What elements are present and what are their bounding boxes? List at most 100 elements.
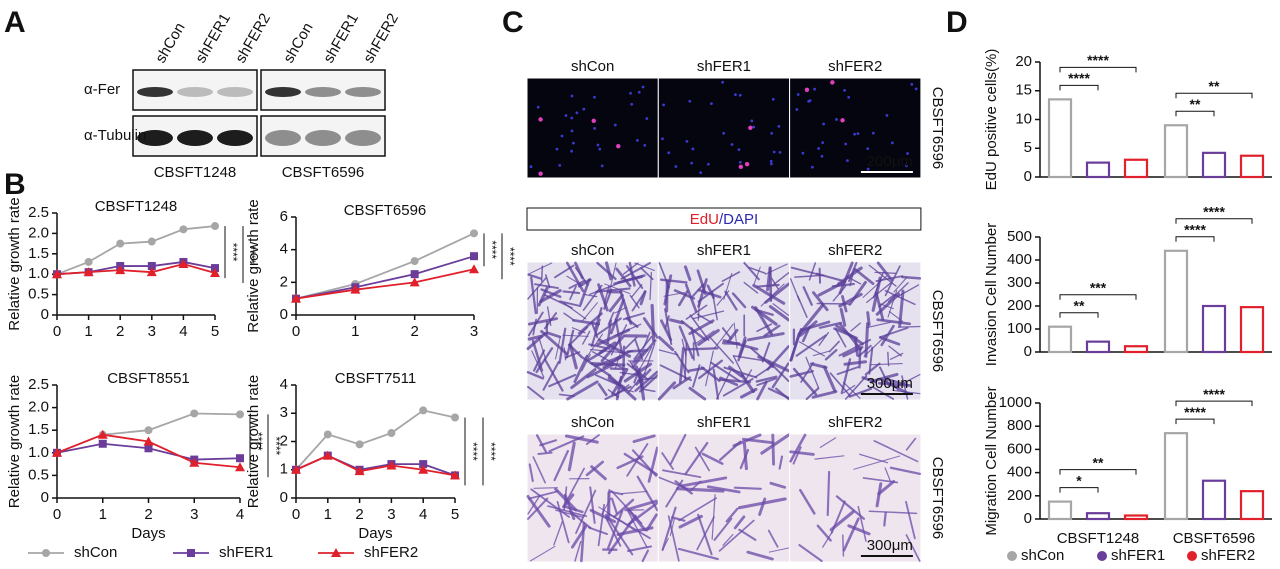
cell	[842, 534, 845, 557]
y-tick-label: 0	[280, 306, 288, 323]
cell	[609, 298, 625, 335]
cell	[638, 374, 659, 393]
stain-part: /DAPI	[719, 211, 758, 228]
cell	[854, 338, 859, 357]
band	[345, 87, 381, 97]
cell	[897, 325, 921, 328]
marker	[146, 267, 157, 277]
cell	[887, 351, 890, 367]
cell	[587, 348, 607, 362]
series-line	[295, 454, 456, 477]
micrograph	[789, 77, 922, 179]
cell	[582, 284, 603, 311]
cell	[661, 506, 677, 551]
scale-bar-label: 300μm	[867, 375, 913, 392]
cell	[884, 289, 916, 306]
x-tick-label: 1	[351, 323, 359, 340]
nucleus	[847, 95, 851, 99]
cell	[728, 365, 744, 378]
sig-label: ****	[1087, 52, 1109, 68]
cell	[558, 300, 582, 308]
cell	[678, 325, 694, 360]
cell	[799, 488, 816, 515]
cell	[905, 437, 917, 451]
cell	[547, 505, 588, 517]
cell	[716, 370, 731, 400]
y-tick-label: 0.5	[28, 286, 49, 303]
marker	[355, 440, 364, 449]
cell	[553, 521, 563, 546]
cell	[530, 276, 537, 315]
nucleus	[661, 137, 664, 141]
sig-bracket	[1059, 66, 1137, 73]
legend-label: shCon	[74, 544, 117, 561]
bar	[1163, 124, 1189, 179]
cell-line: CBSFT6596	[929, 290, 946, 373]
cell	[574, 261, 584, 280]
nucleus	[866, 147, 870, 151]
cell	[566, 380, 599, 401]
cell	[853, 455, 901, 470]
cell	[631, 284, 643, 298]
nucleus	[856, 132, 860, 136]
cell	[697, 282, 724, 303]
sig-bracket	[1059, 84, 1099, 91]
sig-bracket	[1175, 236, 1215, 242]
cell	[768, 305, 791, 322]
nucleus	[643, 143, 647, 147]
nucleus	[538, 117, 543, 122]
cell	[527, 385, 545, 400]
cell	[754, 364, 775, 378]
band	[217, 87, 253, 97]
cell	[716, 290, 730, 306]
nucleus	[807, 99, 811, 103]
nucleus	[662, 103, 665, 107]
cell	[597, 383, 608, 397]
sig-bracket	[1175, 110, 1215, 117]
cell	[555, 336, 561, 360]
series-line	[295, 255, 475, 300]
cell	[532, 349, 546, 372]
band	[137, 130, 173, 146]
cell	[633, 367, 641, 384]
nucleus	[591, 118, 596, 123]
cell	[901, 375, 909, 400]
cell	[607, 509, 624, 550]
nucleus	[582, 107, 586, 111]
cell	[659, 364, 692, 382]
row-label: α-Fer	[84, 81, 120, 98]
nucleus	[674, 165, 678, 168]
nucleus	[645, 117, 649, 120]
y-tick-label: 0.5	[28, 466, 49, 483]
nucleus	[752, 125, 756, 129]
cell	[539, 439, 558, 447]
y-tick-label: 20	[1015, 53, 1032, 70]
cell	[822, 531, 833, 548]
cell	[768, 547, 790, 553]
marker	[470, 229, 478, 238]
cell	[718, 519, 755, 552]
cell	[678, 497, 718, 522]
nucleus	[738, 164, 744, 170]
cell	[634, 370, 659, 392]
bar	[1239, 306, 1265, 354]
nucleus	[770, 132, 774, 135]
nucleus	[771, 97, 775, 101]
series-line	[56, 225, 216, 276]
sig-bracket	[1059, 312, 1099, 318]
cell	[677, 290, 689, 307]
cell	[581, 353, 591, 372]
marker	[350, 284, 361, 294]
nucleus	[844, 142, 848, 146]
marker	[52, 447, 62, 457]
cell	[569, 285, 577, 301]
nucleus	[710, 102, 713, 105]
cell	[658, 262, 670, 289]
marker	[84, 257, 93, 266]
marker	[189, 457, 200, 467]
bar	[1123, 514, 1149, 521]
cell	[742, 437, 775, 445]
nucleus	[555, 147, 559, 151]
cell	[554, 264, 575, 279]
column-label: shFER1	[697, 242, 751, 259]
